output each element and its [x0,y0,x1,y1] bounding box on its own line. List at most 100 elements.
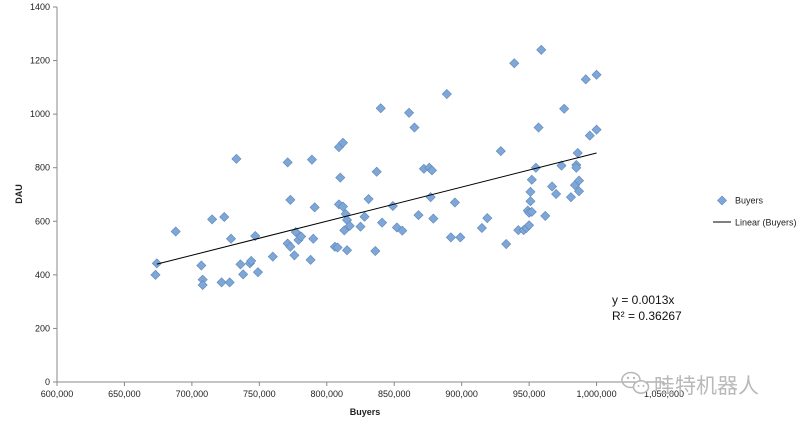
trend-equation: y = 0.0013x [612,293,674,307]
data-point [308,233,319,244]
data-point [150,269,161,280]
data-point [238,269,249,280]
data-point [377,217,388,228]
data-point [337,201,348,212]
data-point [151,258,162,269]
data-point [267,251,278,262]
watermark: 哇特机器人 [621,371,759,398]
data-point [591,69,602,80]
data-point [573,175,585,186]
y-tick-label: 600 [35,216,50,226]
data-point [526,174,537,185]
data-point [370,245,381,257]
x-tick-label: 950,000 [513,389,546,399]
data-point [309,202,320,213]
y-axis-title: DAU [14,184,24,204]
data-point [207,214,218,225]
data-point [306,154,317,165]
data-point [530,162,541,173]
data-point [363,194,374,205]
data-point [225,233,237,244]
data-point [551,188,562,199]
data-point [409,122,420,133]
data-point [290,226,301,238]
data-point [526,206,537,217]
y-axis-ticks: 0 200 400 600 800 1000 1200 1400 [30,2,57,387]
data-point [525,186,536,197]
data-point [341,245,353,256]
legend-label-buyers: Buyers [735,196,764,206]
data-point [359,211,370,222]
y-tick-label: 200 [35,323,50,333]
data-point [525,196,536,207]
data-point [252,267,264,278]
data-point [580,74,591,85]
data-point [282,157,293,168]
y-tick-label: 400 [35,270,50,280]
y-tick-label: 800 [35,163,50,173]
data-point [559,103,570,114]
data-point [375,103,386,114]
data-point [344,220,355,231]
data-point [246,255,257,266]
data-point [197,280,208,291]
x-tick-label: 750,000 [243,389,276,399]
data-point [289,250,300,261]
data-point [591,124,602,135]
legend: Buyers Linear (Buyers) [713,196,797,228]
data-point [387,200,398,212]
data-point [540,210,551,221]
data-point [216,277,227,288]
data-point [397,225,408,236]
data-point [482,213,493,224]
x-tick-label: 800,000 [311,389,344,399]
data-point [547,181,558,192]
data-point [426,165,438,176]
data-point [476,222,487,234]
data-point [231,153,242,164]
data-point [572,147,583,159]
x-axis-title: Buyers [350,407,381,417]
plot-area: 600,000 650,000 700,000 750,000 800,000 850,0… [30,2,684,399]
x-tick-label: 650,000 [108,389,141,399]
data-point [428,213,439,224]
data-point [285,194,296,205]
data-point [296,231,307,242]
data-point [305,254,316,265]
data-point [455,232,466,243]
data-point [536,44,547,55]
data-point [339,225,350,236]
data-point [355,221,366,232]
data-point [371,166,382,177]
x-tick-label: 1,050,000 [644,389,684,399]
data-point [556,160,567,171]
legend-marker-buyers [717,195,727,206]
data-point [235,259,246,270]
data-point [441,89,452,100]
x-tick-label: 850,000 [378,389,411,399]
y-tick-label: 1200 [30,56,50,66]
data-point [285,241,296,252]
wechat-icon [621,371,650,394]
data-point [170,226,181,237]
data-point [196,260,207,271]
x-tick-label: 600,000 [41,389,74,399]
data-point [250,230,261,242]
data-point [533,122,544,133]
data-point [584,130,595,141]
x-axis-ticks: 600,000 650,000 700,000 750,000 800,000 850,0… [41,382,684,399]
trendline [156,152,597,265]
data-point [501,239,512,250]
x-tick-label: 700,000 [176,389,209,399]
data-point [219,211,230,223]
data-point [337,137,348,148]
y-tick-label: 1000 [30,109,50,119]
data-point [573,186,585,197]
x-tick-label: 900,000 [445,389,478,399]
data-point [449,197,460,208]
legend-label-trend: Linear (Buyers) [735,218,797,228]
data-point [509,58,520,69]
data-point [524,220,535,231]
data-point [332,242,343,253]
